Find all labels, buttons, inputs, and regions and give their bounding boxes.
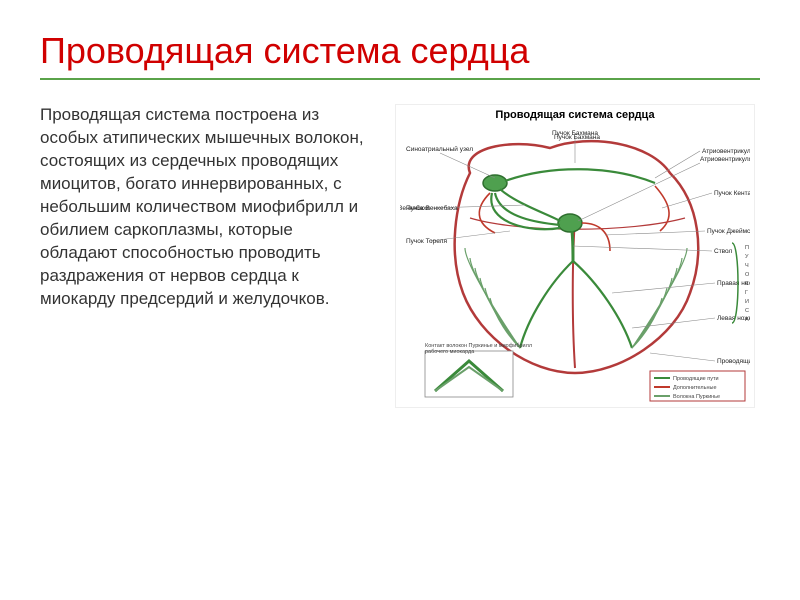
svg-text:У: У <box>745 254 749 260</box>
diagram-container: Проводящая система сердца Синоатриальный… <box>395 104 755 408</box>
slide: Проводящая система сердца Проводящая сис… <box>0 0 800 600</box>
diagram-column: Проводящая система сердца Синоатриальный… <box>390 104 760 408</box>
svg-text:А: А <box>745 317 749 323</box>
svg-text:Г: Г <box>745 290 748 296</box>
svg-text:Проводящие пути: Проводящие пути <box>673 376 719 382</box>
svg-text:Атриовентрикулярный узел: Атриовентрикулярный узел <box>700 155 750 163</box>
svg-text:Пучок Тореля: Пучок Тореля <box>406 238 447 245</box>
svg-text:Волокна Пуркинье: Волокна Пуркинье <box>673 394 720 400</box>
body-text: Проводящая система построена из особых а… <box>40 104 370 408</box>
svg-text:И: И <box>745 299 749 305</box>
heart-diagram: Синоатриальный узел Атриовентрикулярный у… <box>400 123 750 403</box>
svg-text:С: С <box>745 308 749 314</box>
svg-text:Синоатриальный узел: Синоатриальный узел <box>406 145 473 153</box>
svg-text:Пучок Кента: Пучок Кента <box>714 190 750 197</box>
svg-text:Пучок Бахмана: Пучок Бахмана <box>552 130 598 137</box>
svg-text:Дополнительные: Дополнительные <box>673 385 717 391</box>
svg-text:Пучок Джеймса: Пучок Джеймса <box>707 227 750 235</box>
svg-text:Атриовентрикулярный узел: Атриовентрикулярный узел <box>702 147 750 155</box>
svg-text:П: П <box>745 245 749 251</box>
title-text: Проводящая система сердца <box>40 30 529 71</box>
svg-text:рабочего миокарда: рабочего миокарда <box>425 349 475 355</box>
title-underline <box>40 78 760 80</box>
slide-title: Проводящая система сердца <box>40 30 760 80</box>
svg-text:О: О <box>745 272 750 278</box>
svg-text:Ч: Ч <box>745 263 749 269</box>
content-row: Проводящая система построена из особых а… <box>40 104 760 408</box>
svg-text:Ствол: Ствол <box>714 248 733 255</box>
diagram-caption: Проводящая система сердца <box>400 109 750 121</box>
svg-text:Пучок Венкебаха: Пучок Венкебаха <box>406 204 458 212</box>
svg-text:Проводящие волокна Пуркинье: Проводящие волокна Пуркинье <box>717 358 750 365</box>
